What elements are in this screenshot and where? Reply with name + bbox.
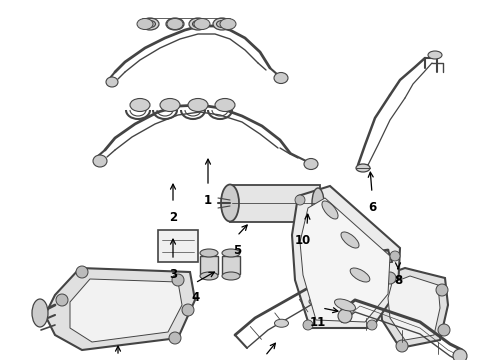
Polygon shape	[222, 256, 240, 274]
Polygon shape	[200, 256, 218, 274]
Polygon shape	[292, 186, 400, 328]
Ellipse shape	[145, 21, 155, 27]
Ellipse shape	[295, 195, 305, 205]
Polygon shape	[380, 268, 448, 348]
Polygon shape	[70, 279, 182, 342]
Ellipse shape	[384, 272, 396, 284]
Ellipse shape	[453, 349, 467, 360]
Ellipse shape	[56, 294, 68, 306]
Ellipse shape	[436, 284, 448, 296]
Ellipse shape	[182, 304, 194, 316]
Ellipse shape	[137, 18, 153, 30]
Ellipse shape	[438, 324, 450, 336]
Ellipse shape	[189, 18, 207, 30]
Text: 8: 8	[394, 274, 402, 287]
Ellipse shape	[396, 340, 408, 352]
Ellipse shape	[303, 320, 313, 330]
Ellipse shape	[193, 21, 203, 27]
Ellipse shape	[274, 72, 288, 84]
Ellipse shape	[188, 99, 208, 112]
Polygon shape	[158, 230, 198, 262]
Ellipse shape	[309, 297, 323, 306]
Ellipse shape	[390, 251, 400, 261]
Ellipse shape	[356, 164, 370, 172]
Polygon shape	[230, 185, 320, 222]
Polygon shape	[45, 268, 195, 350]
Ellipse shape	[274, 319, 289, 327]
Text: 4: 4	[191, 291, 199, 304]
Ellipse shape	[166, 18, 184, 30]
Text: 5: 5	[233, 244, 241, 257]
Polygon shape	[300, 198, 390, 322]
Ellipse shape	[312, 188, 324, 218]
Ellipse shape	[222, 249, 240, 257]
Ellipse shape	[170, 21, 180, 27]
Ellipse shape	[76, 266, 88, 278]
Ellipse shape	[341, 232, 359, 248]
Ellipse shape	[221, 184, 239, 221]
Text: 6: 6	[368, 201, 376, 214]
Ellipse shape	[213, 18, 231, 30]
Polygon shape	[388, 276, 440, 340]
Ellipse shape	[32, 299, 48, 327]
Ellipse shape	[367, 320, 377, 330]
Ellipse shape	[93, 155, 107, 167]
Text: 2: 2	[169, 211, 177, 224]
Ellipse shape	[338, 309, 352, 323]
Ellipse shape	[172, 274, 184, 286]
Text: 10: 10	[295, 234, 311, 247]
Ellipse shape	[220, 18, 236, 30]
Ellipse shape	[217, 21, 227, 27]
Ellipse shape	[106, 77, 118, 87]
Ellipse shape	[343, 276, 358, 284]
Text: 3: 3	[169, 268, 177, 281]
Ellipse shape	[160, 99, 180, 112]
Ellipse shape	[322, 201, 338, 219]
Ellipse shape	[215, 99, 235, 112]
Ellipse shape	[200, 249, 218, 257]
Ellipse shape	[222, 272, 240, 280]
Text: 1: 1	[204, 194, 212, 207]
Ellipse shape	[304, 158, 318, 170]
Ellipse shape	[169, 332, 181, 344]
Ellipse shape	[335, 299, 355, 311]
Ellipse shape	[167, 18, 183, 30]
Ellipse shape	[350, 268, 370, 282]
Ellipse shape	[130, 99, 150, 112]
Ellipse shape	[194, 18, 210, 30]
Ellipse shape	[200, 272, 218, 280]
Text: 11: 11	[310, 316, 326, 329]
Ellipse shape	[428, 51, 442, 59]
Ellipse shape	[141, 18, 159, 30]
